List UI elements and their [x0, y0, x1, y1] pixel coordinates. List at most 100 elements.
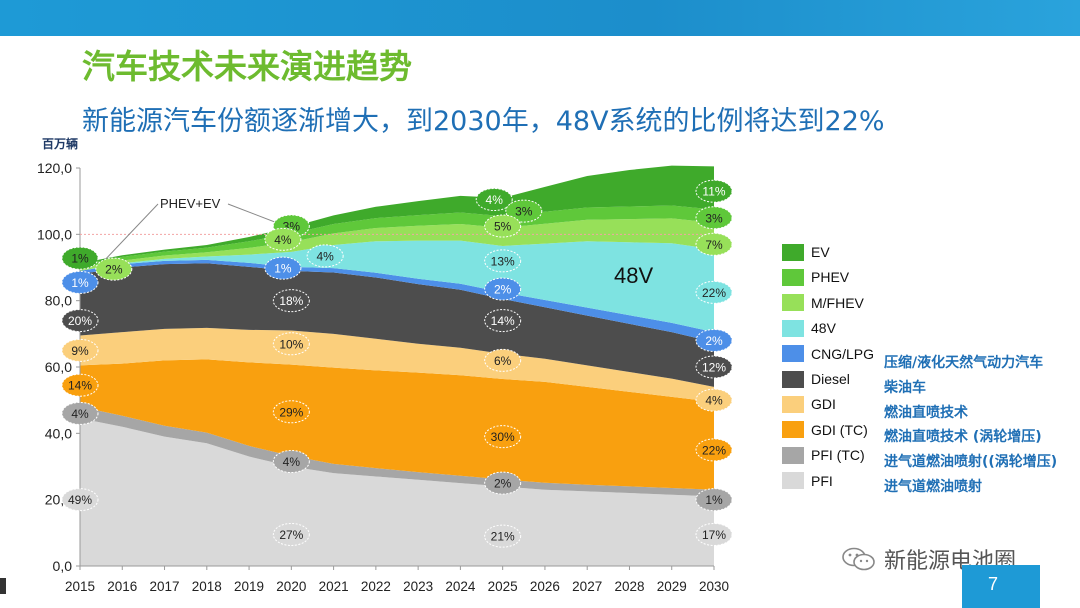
area-pfi	[80, 418, 714, 566]
x-tick-label: 2017	[150, 579, 180, 594]
data-label-bubble	[272, 332, 310, 356]
data-label: 20%	[68, 314, 92, 328]
annotation-phev-ev: PHEV+EV	[160, 196, 221, 211]
chinese-note: 进气道燃油喷射	[884, 479, 982, 495]
data-label: 18%	[279, 294, 303, 308]
legend-label: 48V	[811, 320, 836, 337]
legend-item: PFI (TC)	[782, 443, 865, 467]
data-label: 3%	[515, 205, 533, 219]
data-label-bubble	[61, 309, 99, 333]
data-label-bubble	[695, 328, 733, 352]
data-label-bubble	[695, 388, 733, 412]
data-label: 2%	[494, 477, 512, 491]
data-label-bubble	[61, 401, 99, 425]
x-tick-label: 2024	[445, 579, 476, 594]
data-label-bubble	[306, 244, 344, 268]
data-label-bubble	[695, 522, 733, 546]
data-label: 6%	[494, 354, 512, 368]
data-label: 5%	[494, 220, 512, 234]
data-label-bubble	[484, 277, 522, 301]
x-tick-label: 2027	[572, 579, 602, 594]
data-label: 2%	[494, 283, 512, 297]
page-subtitle: 新能源汽车份额逐渐增大，到2030年，48V系统的比例将达到22%	[82, 106, 885, 137]
data-label: 17%	[702, 528, 726, 542]
x-tick-label: 2028	[614, 579, 644, 594]
data-label-bubble	[484, 348, 522, 372]
data-label-bubble	[95, 257, 133, 281]
legend-swatch	[782, 370, 804, 388]
y-axis-unit: 百万辆	[42, 137, 79, 151]
data-label-bubble	[272, 289, 310, 313]
data-label: 13%	[491, 254, 515, 268]
area-cng-lpg	[80, 259, 714, 343]
data-label-bubble	[61, 373, 99, 397]
data-label-bubble	[695, 280, 733, 304]
data-label-bubble	[484, 524, 522, 548]
legend-label: M/FHEV	[811, 294, 864, 311]
legend-item: 48V	[782, 316, 836, 340]
y-tick-label: 0,0	[53, 558, 73, 574]
data-label: 3%	[705, 211, 723, 225]
data-label: 4%	[705, 394, 723, 408]
legend-swatch	[782, 472, 804, 490]
data-label: 29%	[279, 405, 303, 419]
data-label: 4%	[486, 193, 504, 207]
x-tick-label: 2025	[488, 579, 518, 594]
data-label: 9%	[71, 344, 89, 358]
legend-label: GDI	[811, 396, 836, 413]
data-label-bubble	[484, 214, 522, 238]
legend-swatch	[782, 421, 804, 439]
x-tick-label: 2015	[65, 579, 95, 594]
x-tick-label: 2030	[699, 579, 729, 594]
annotation-48v: 48V	[614, 263, 653, 288]
y-tick-label: 80,0	[45, 293, 72, 309]
data-label: 4%	[316, 249, 334, 263]
top-banner	[0, 0, 1080, 36]
legend-item: Diesel	[782, 367, 850, 391]
x-tick-label: 2026	[530, 579, 560, 594]
data-label-bubble	[475, 188, 513, 212]
area-48v	[80, 240, 714, 333]
data-label-bubble	[695, 438, 733, 462]
legend-item: EV	[782, 240, 830, 264]
chinese-note: 燃油直喷技术 (涡轮增压)	[884, 429, 1042, 446]
data-label: 4%	[71, 407, 89, 421]
area-m-fhev	[80, 218, 714, 271]
side-mark	[0, 578, 6, 594]
legend-label: Diesel	[811, 371, 850, 387]
data-label: 4%	[274, 233, 292, 247]
page-number: 7	[988, 574, 999, 594]
area-gdi-tc-	[80, 359, 714, 490]
x-tick-label: 2016	[107, 579, 137, 594]
data-label: 7%	[705, 238, 723, 252]
legend-label: GDI (TC)	[811, 421, 868, 438]
legend-swatch	[782, 319, 804, 337]
legend-label: CNG/LPG	[811, 345, 875, 362]
annotation-pointer-left	[103, 203, 159, 262]
data-label-bubble	[484, 249, 522, 273]
data-label: 27%	[279, 528, 303, 542]
data-label-bubble	[61, 488, 99, 512]
page-number-box: 7	[962, 565, 1040, 608]
x-tick-label: 2019	[234, 579, 264, 594]
data-label-bubble	[695, 232, 733, 256]
chinese-note: 进气道燃油喷射((涡轮增压)	[884, 454, 1058, 471]
data-label-bubble	[695, 488, 733, 512]
area-gdi	[80, 327, 714, 402]
chinese-note: 燃油直喷技术	[884, 404, 968, 421]
data-label: 12%	[702, 361, 726, 375]
page-title: 汽车技术未来演进趋势	[82, 47, 412, 86]
legend-swatch	[782, 446, 804, 464]
data-label: 11%	[702, 185, 725, 199]
data-label-bubble	[505, 199, 543, 223]
legend-swatch	[782, 345, 804, 363]
data-label-bubble	[61, 338, 99, 362]
chinese-note: 柴油车	[884, 379, 926, 396]
legend-swatch	[782, 294, 804, 312]
x-tick-label: 2018	[192, 579, 222, 594]
legend-label: PFI (TC)	[811, 447, 865, 464]
legend-label: PFI	[811, 472, 833, 489]
data-label-bubble	[264, 256, 302, 280]
area-pfi-tc-	[80, 406, 714, 497]
y-tick-label: 100,0	[37, 226, 72, 242]
